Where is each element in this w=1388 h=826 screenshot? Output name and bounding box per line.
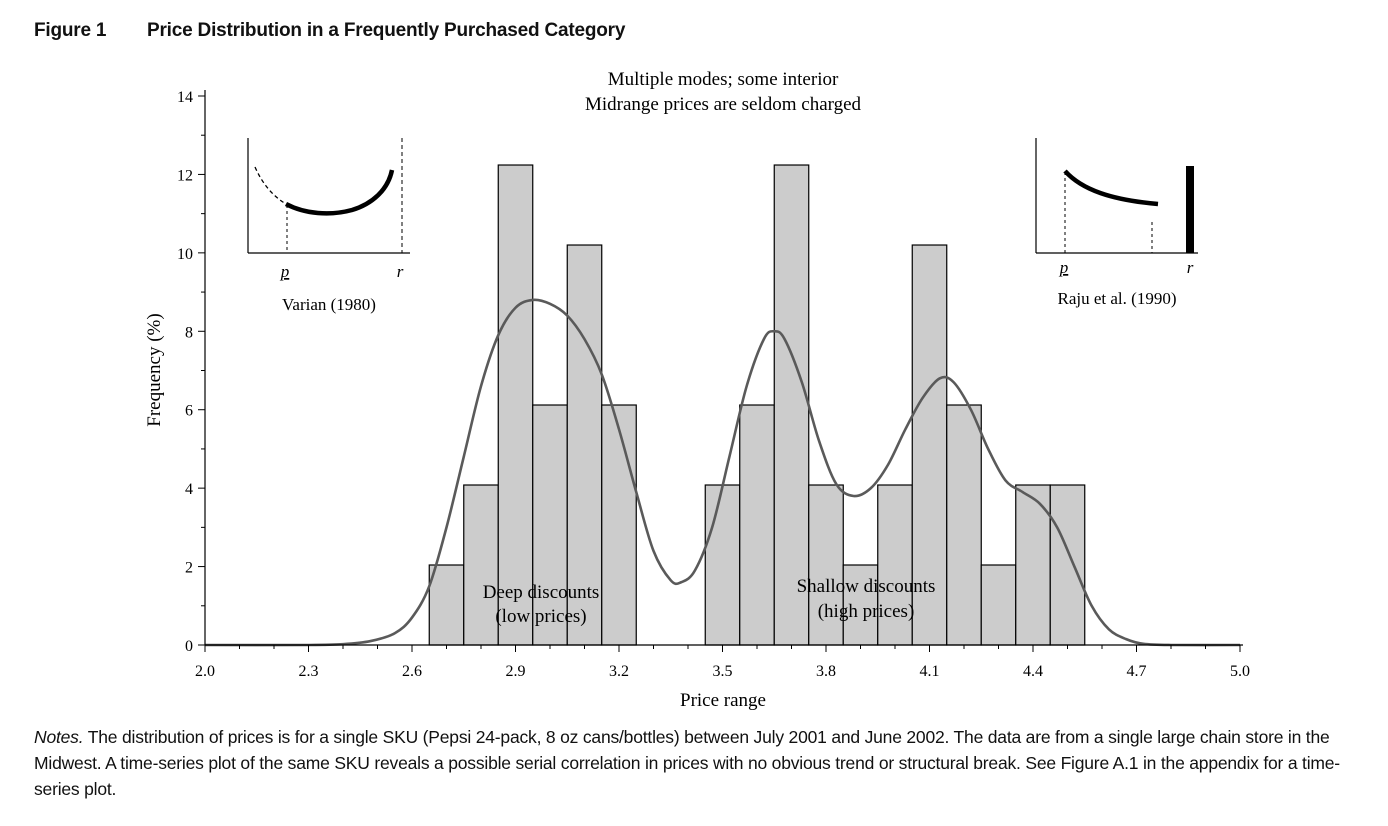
x-tick-label: 3.2: [609, 663, 629, 680]
y-tick-label: 12: [177, 167, 193, 184]
bar-0: [428, 564, 465, 646]
x-tick-label: 3.5: [713, 663, 733, 680]
x-tick-label: 2.0: [195, 663, 215, 680]
y-tick-label: 6: [185, 403, 193, 420]
y-tick-label: 2: [185, 560, 193, 577]
bar-12: [911, 244, 948, 646]
x-tick-label: 4.7: [1127, 663, 1147, 680]
y-tick-label: 4: [185, 481, 193, 498]
inset-raju: p r Raju et al. (1990): [1035, 138, 1198, 308]
annotation-top-line1: Multiple modes; some interior: [608, 69, 839, 90]
bar-3: [532, 404, 568, 646]
annotation-shallow-line1: Shallow discounts: [797, 576, 936, 597]
annotation-top-line2: Midrange prices are seldom charged: [585, 94, 862, 115]
inset-raju-curve: [1063, 169, 1159, 207]
bar-14: [980, 564, 1017, 646]
annotation-deep-line1: Deep discounts: [483, 582, 600, 603]
x-tick-label: 5.0: [1230, 663, 1250, 680]
x-tick-label: 2.3: [299, 663, 319, 680]
histogram-bars: [428, 164, 1086, 646]
x-tick-label: 3.8: [816, 663, 836, 680]
inset-raju-p-label: p: [1059, 258, 1069, 277]
x-tick-label: 2.9: [506, 663, 526, 680]
figure-title: Price Distribution in a Frequently Purch…: [147, 20, 626, 41]
bar-6: [704, 484, 741, 646]
notes-label: Notes.: [34, 727, 84, 747]
x-tick-label: 4.1: [920, 663, 940, 680]
inset-varian-r-label: r: [397, 262, 404, 281]
bar-5: [601, 404, 637, 646]
y-axis-ticks: 0 2 4 6 8 10 12 14: [177, 89, 205, 655]
x-axis-label: Price range: [680, 690, 766, 711]
x-tick-label: 4.4: [1023, 663, 1043, 680]
inset-raju-caption: Raju et al. (1990): [1058, 289, 1177, 308]
annotation-shallow-line2: (high prices): [818, 601, 915, 622]
bar-2: [497, 164, 534, 646]
x-axis-ticks: 2.0 2.3 2.6 2.9 3.2 3.5 3.8 4.1 4.4 4.7 5.0: [195, 645, 1250, 680]
inset-raju-mass-bar: [1186, 166, 1194, 253]
inset-varian-curve: [284, 169, 395, 216]
axes: 2.0 2.3 2.6 2.9 3.2 3.5 3.8 4.1 4.4 4.7 5.0 0 2 4 6 8 1…: [177, 89, 1250, 680]
y-tick-label: 0: [185, 638, 193, 655]
x-tick-label: 2.6: [402, 663, 422, 680]
inset-varian-dashed-tail: [254, 166, 287, 205]
y-tick-label: 10: [177, 246, 193, 263]
inset-varian-p-label: p: [280, 262, 290, 281]
figure-number: Figure 1: [34, 20, 107, 41]
bar-13: [946, 404, 982, 646]
bar-7: [739, 404, 775, 646]
y-tick-label: 8: [185, 324, 193, 341]
inset-varian-caption: Varian (1980): [282, 295, 376, 314]
figure-header: Figure 1 Price Distribution in a Frequent…: [34, 20, 625, 42]
bar-8: [773, 164, 810, 646]
histogram-chart: 2.0 2.3 2.6 2.9 3.2 3.5 3.8 4.1 4.4 4.7 5.0 0 2 4 6 8 1…: [144, 69, 1250, 711]
bar-10: [842, 564, 879, 646]
figure-notes: Notes. The distribution of prices is for…: [34, 724, 1359, 802]
notes-text: The distribution of prices is for a sing…: [34, 727, 1340, 799]
bar-9: [808, 484, 844, 646]
bar-1: [463, 484, 499, 646]
inset-raju-r-label: r: [1187, 258, 1194, 277]
y-tick-label: 14: [177, 89, 193, 106]
annotation-deep-line2: (low prices): [495, 606, 586, 627]
y-axis-label: Frequency (%): [144, 313, 165, 426]
density-curve: [204, 298, 1241, 647]
inset-varian: p r Varian (1980): [247, 138, 410, 314]
bar-16: [1049, 484, 1086, 646]
